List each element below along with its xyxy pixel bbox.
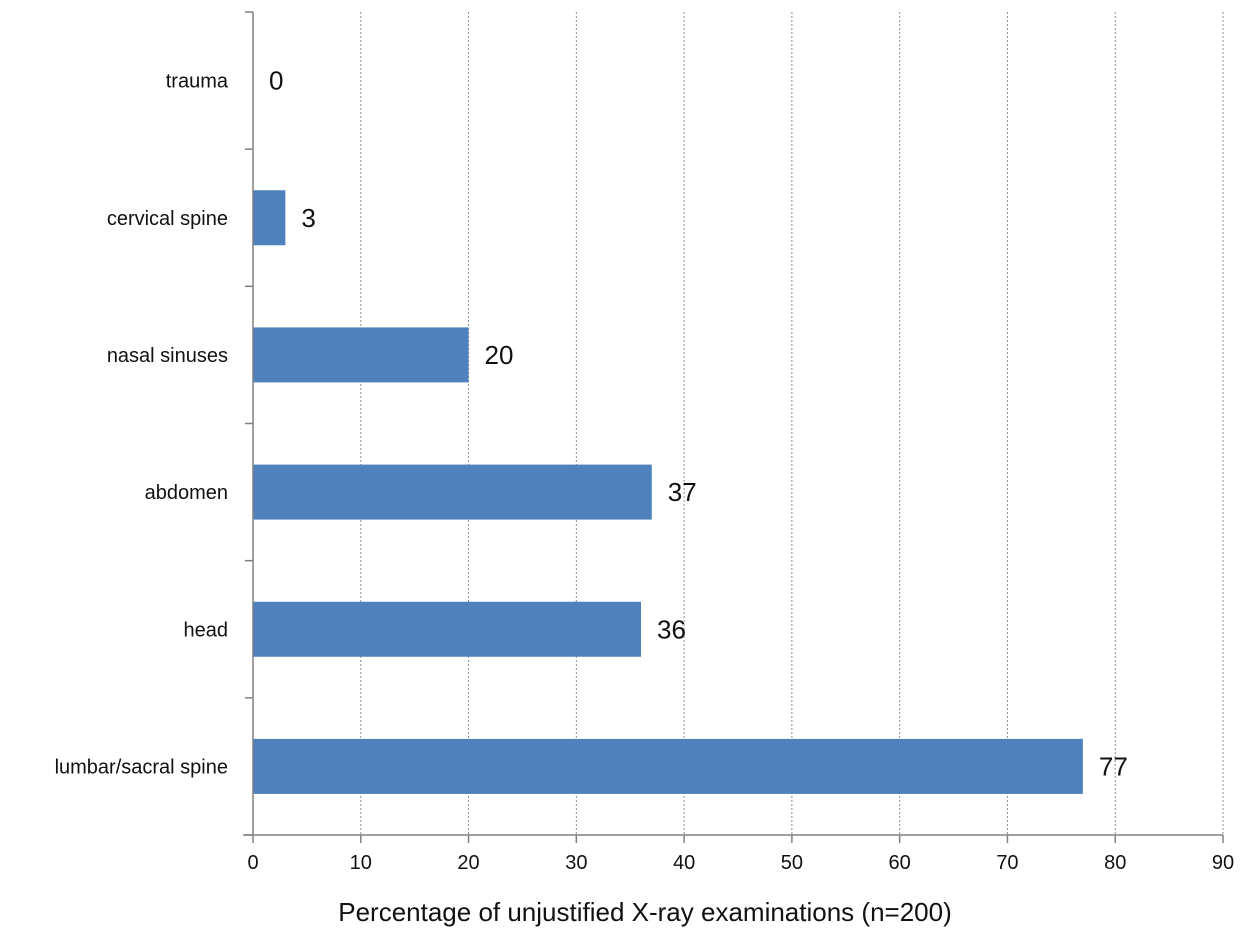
x-tick-label: 90 [1212,852,1234,874]
category-label: head [184,619,229,641]
x-tick-label: 50 [781,852,803,874]
axes [243,11,1224,843]
x-tick-label: 80 [1104,852,1126,874]
x-axis-title: Percentage of unjustified X-ray examinat… [338,897,952,927]
x-tick-label: 40 [673,852,695,874]
data-labels: 0 3 20 37 36 77 [269,66,1128,782]
bars [253,190,1083,794]
x-tick-labels: 0 10 20 30 40 50 60 70 80 90 [247,852,1234,874]
category-label: cervical spine [107,208,228,230]
category-label: lumbar/sacral spine [55,756,228,778]
category-label: trauma [166,71,229,93]
category-label: abdomen [145,482,228,504]
bar-cervical-spine [253,190,286,246]
bar-abdomen [253,464,652,520]
data-label: 0 [269,66,283,96]
x-tick-label: 60 [889,852,911,874]
x-tick-label: 0 [247,852,258,874]
category-labels: trauma cervical spine nasal sinuses abdomen… [55,71,229,779]
data-label: 37 [668,477,697,507]
x-tick-label: 10 [350,852,372,874]
gridlines [360,12,1224,835]
data-label: 77 [1099,751,1128,781]
x-tick-label: 20 [457,852,479,874]
data-label: 3 [301,203,315,233]
bar-head [253,601,641,657]
bar-lumbar-sacral-spine [253,738,1083,794]
x-tick-label: 30 [565,852,587,874]
data-label: 36 [657,614,686,644]
x-tick-label: 70 [996,852,1018,874]
category-label: nasal sinuses [107,345,228,367]
bar-nasal-sinuses [253,327,469,383]
data-label: 20 [485,340,514,370]
